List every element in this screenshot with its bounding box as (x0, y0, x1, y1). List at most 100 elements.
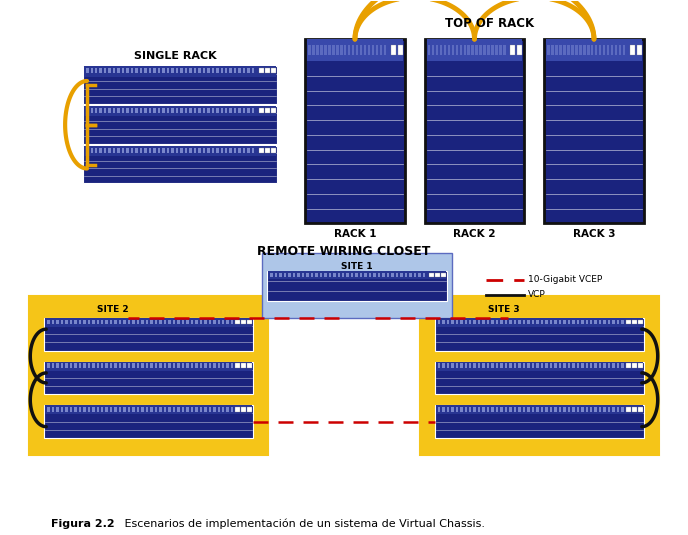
Bar (222, 319, 224, 324)
Bar (482, 319, 485, 324)
Bar (144, 108, 147, 113)
Bar (271, 68, 277, 73)
Bar (603, 319, 606, 324)
Bar (100, 108, 102, 113)
Bar (150, 407, 153, 412)
Bar (577, 407, 579, 412)
Bar (509, 319, 512, 324)
Bar (568, 319, 570, 324)
Bar (104, 108, 107, 113)
Bar (347, 273, 349, 277)
Bar (585, 363, 588, 368)
Bar (632, 407, 637, 412)
Bar (266, 108, 270, 113)
Bar (137, 363, 140, 368)
Bar (225, 108, 228, 113)
Bar (356, 273, 358, 277)
Bar (180, 148, 182, 153)
Bar (158, 108, 160, 113)
Bar (259, 68, 264, 73)
Bar (603, 45, 605, 55)
Bar (509, 407, 512, 412)
Bar (122, 108, 125, 113)
Bar (95, 108, 98, 113)
Bar (84, 146, 277, 156)
Bar (262, 253, 451, 318)
Bar (175, 68, 178, 73)
Bar (92, 319, 94, 324)
Bar (109, 108, 111, 113)
Bar (235, 407, 240, 412)
Bar (235, 319, 240, 324)
Bar (514, 407, 516, 412)
Bar (435, 273, 440, 277)
Bar (213, 363, 215, 368)
Text: Figura 2.2: Figura 2.2 (51, 518, 115, 529)
Bar (523, 319, 525, 324)
Text: Escenarios de implementación de un sistema de Virtual Chassis.: Escenarios de implementación de un siste… (121, 518, 485, 529)
Bar (84, 66, 277, 77)
Bar (464, 45, 466, 55)
Bar (523, 363, 525, 368)
Bar (123, 407, 126, 412)
Bar (61, 363, 63, 368)
Bar (420, 296, 658, 455)
Bar (47, 363, 50, 368)
Bar (105, 407, 108, 412)
Bar (464, 319, 467, 324)
Bar (559, 45, 561, 55)
Bar (184, 68, 187, 73)
Bar (178, 319, 180, 324)
Bar (594, 363, 597, 368)
Bar (195, 319, 197, 324)
Text: SINGLE RACK: SINGLE RACK (134, 51, 217, 61)
Bar (114, 363, 117, 368)
Bar (166, 148, 169, 153)
Bar (122, 148, 125, 153)
Bar (455, 407, 458, 412)
Bar (180, 68, 182, 73)
Bar (455, 319, 458, 324)
Bar (44, 362, 253, 394)
Bar (252, 68, 255, 73)
Bar (491, 45, 494, 55)
Bar (140, 148, 142, 153)
Bar (460, 363, 462, 368)
Bar (338, 273, 340, 277)
Bar (248, 108, 250, 113)
Bar (239, 148, 241, 153)
Bar (220, 108, 223, 113)
Bar (491, 407, 494, 412)
Bar (83, 106, 277, 143)
Bar (583, 45, 585, 55)
Bar (301, 273, 304, 277)
Bar (101, 319, 103, 324)
Bar (567, 45, 570, 55)
Bar (585, 319, 588, 324)
Bar (413, 273, 416, 277)
Bar (74, 319, 76, 324)
Bar (575, 45, 577, 55)
Bar (438, 407, 440, 412)
Bar (563, 319, 566, 324)
Bar (344, 45, 347, 55)
Bar (617, 363, 619, 368)
Bar (471, 45, 474, 55)
Bar (153, 68, 155, 73)
Bar (356, 45, 358, 55)
Bar (118, 148, 120, 153)
Bar (591, 45, 594, 55)
Bar (158, 68, 160, 73)
Bar (159, 407, 162, 412)
Bar (478, 319, 480, 324)
Bar (491, 363, 494, 368)
Bar (487, 319, 489, 324)
Bar (448, 45, 450, 55)
Bar (579, 45, 581, 55)
Bar (259, 148, 264, 153)
Bar (239, 68, 241, 73)
Bar (65, 407, 67, 412)
Bar (86, 68, 89, 73)
Bar (150, 363, 153, 368)
Bar (438, 319, 440, 324)
